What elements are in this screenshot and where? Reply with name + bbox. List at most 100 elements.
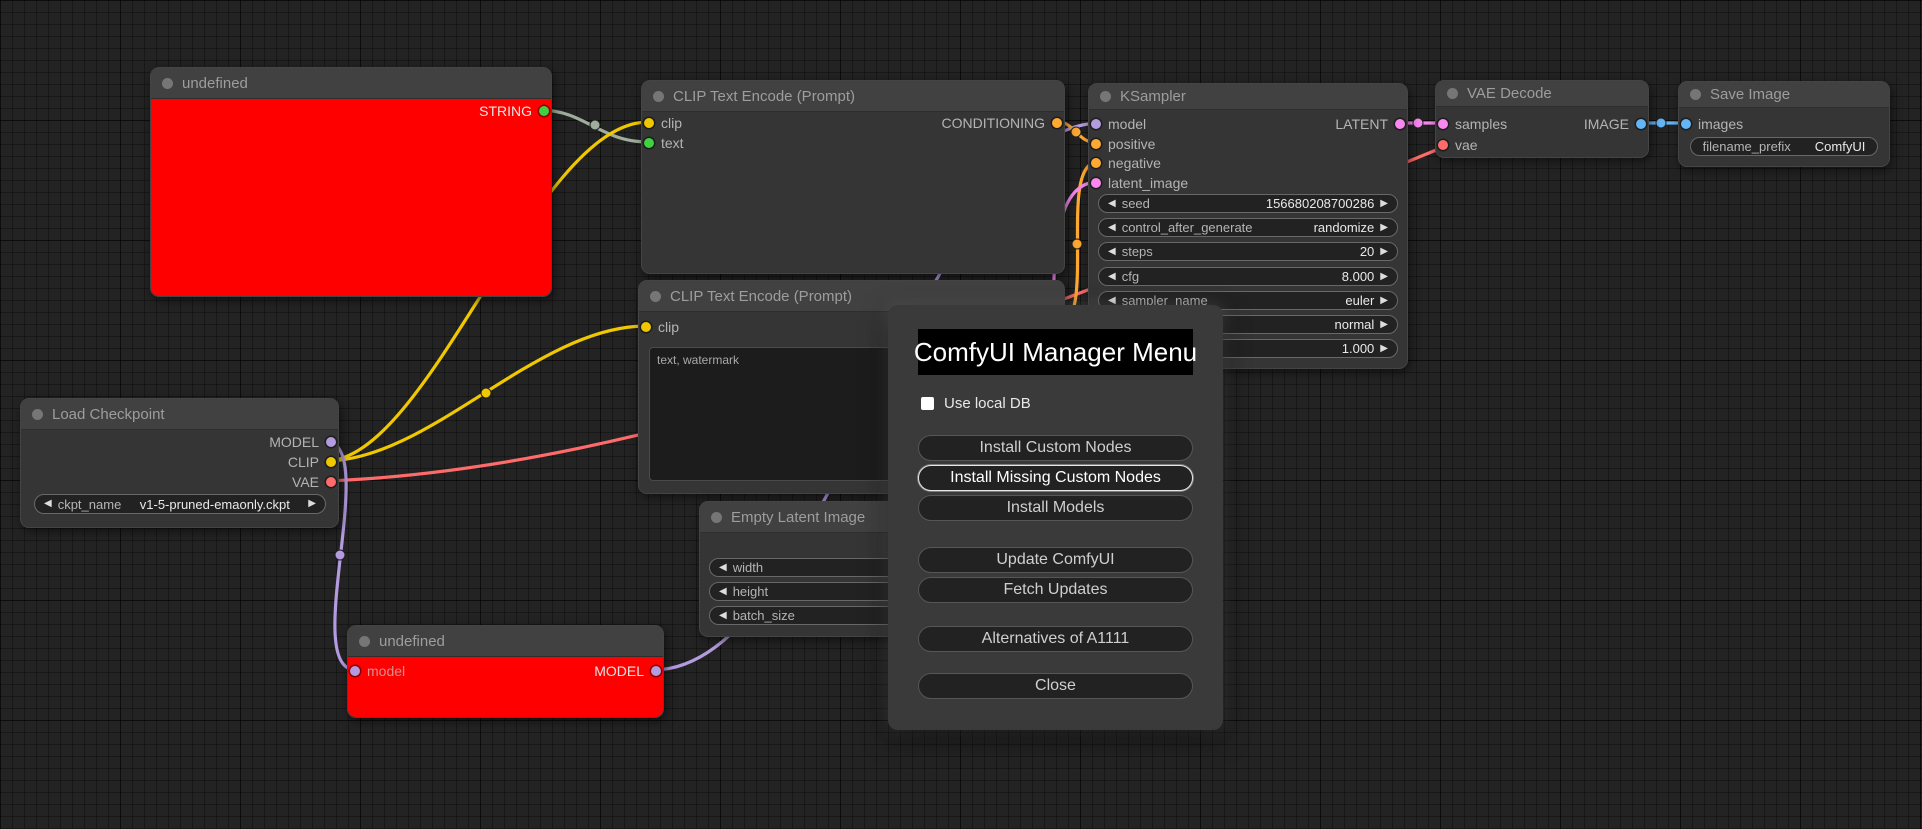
latent-port-dot[interactable] [1091, 178, 1101, 188]
string-port-dot[interactable] [644, 138, 654, 148]
node-title-bar[interactable]: Load Checkpoint [21, 399, 338, 430]
output-port-clip[interactable]: CLIP [288, 454, 336, 470]
arrow-left-icon[interactable]: ◀ [719, 609, 727, 621]
collapse-dot-icon[interactable] [653, 90, 664, 102]
widget-cfg[interactable]: ◀ cfg 8.000 ▶ [1098, 267, 1398, 286]
clip-port-dot[interactable] [326, 457, 336, 467]
input-port-vae[interactable]: vae [1438, 137, 1478, 153]
output-port-string[interactable]: STRING [479, 103, 549, 119]
conditioning-port-dot[interactable] [1052, 118, 1062, 128]
input-port-clip[interactable]: clip [641, 319, 679, 335]
input-port-negative[interactable]: negative [1091, 155, 1161, 171]
arrow-right-icon[interactable]: ▶ [1380, 342, 1388, 354]
node-title-bar[interactable]: KSampler [1089, 84, 1407, 110]
collapse-dot-icon[interactable] [1690, 89, 1701, 100]
input-port-images[interactable]: images [1681, 116, 1743, 132]
widget-ckpt-name[interactable]: ◀ ckpt_name v1-5-pruned-emaonly.ckpt ▶ [34, 494, 326, 514]
output-port-model[interactable]: MODEL [269, 434, 336, 450]
node-ksampler[interactable]: KSampler model positive negative latent_… [1088, 83, 1408, 369]
node-title-bar[interactable]: Save Image [1679, 82, 1889, 108]
node-load-checkpoint[interactable]: Load Checkpoint MODEL CLIP VAE ◀ ckpt_na… [20, 398, 339, 528]
arrow-right-icon[interactable]: ▶ [1380, 197, 1388, 209]
node-title-bar[interactable]: undefined [151, 68, 551, 99]
install-models-button[interactable]: Install Models [918, 495, 1193, 521]
input-port-clip[interactable]: clip [644, 115, 682, 131]
collapse-dot-icon[interactable] [711, 511, 722, 523]
install-missing-custom-nodes-button[interactable]: Install Missing Custom Nodes [918, 465, 1193, 491]
output-port-vae[interactable]: VAE [292, 474, 336, 490]
arrow-right-icon[interactable]: ▶ [1380, 221, 1388, 233]
input-port-latent-image[interactable]: latent_image [1091, 175, 1188, 191]
node-undefined-model[interactable]: undefined model MODEL [347, 625, 664, 718]
link-dot-clip2[interactable] [480, 387, 492, 399]
fetch-updates-button[interactable]: Fetch Updates [918, 577, 1193, 603]
node-vae-decode[interactable]: VAE Decode samples vae IMAGE [1435, 80, 1649, 158]
node-save-image[interactable]: Save Image images filename_prefix ComfyU… [1678, 81, 1890, 167]
vae-port-dot[interactable] [1438, 140, 1448, 150]
widget-control-after-generate[interactable]: ◀ control_after_generate randomize ▶ [1098, 218, 1398, 237]
model-port-dot[interactable] [326, 437, 336, 447]
latent-port-dot[interactable] [1395, 119, 1405, 129]
clip-port-dot[interactable] [641, 322, 651, 332]
input-port-text[interactable]: text [644, 135, 684, 151]
output-port-image[interactable]: IMAGE [1584, 116, 1646, 132]
arrow-left-icon[interactable]: ◀ [719, 585, 727, 597]
conditioning-port-dot[interactable] [1091, 158, 1101, 168]
node-undefined-string[interactable]: undefined STRING [150, 67, 552, 297]
node-title-bar[interactable]: VAE Decode [1436, 81, 1648, 107]
model-port-dot[interactable] [651, 666, 661, 676]
output-port-latent[interactable]: LATENT [1335, 116, 1405, 132]
collapse-dot-icon[interactable] [32, 408, 43, 420]
node-clip-text-encode-1[interactable]: CLIP Text Encode (Prompt) clip text COND… [641, 80, 1065, 274]
arrow-left-icon[interactable]: ◀ [1108, 245, 1116, 257]
model-port-dot[interactable] [1091, 119, 1101, 129]
input-port-samples[interactable]: samples [1438, 116, 1507, 132]
widget-seed[interactable]: ◀ seed 156680208700286 ▶ [1098, 194, 1398, 213]
image-port-dot[interactable] [1636, 119, 1646, 129]
collapse-dot-icon[interactable] [650, 290, 661, 302]
link-dot-string[interactable] [589, 119, 601, 131]
latent-port-dot[interactable] [1438, 119, 1448, 129]
link-dot-latent[interactable] [1412, 117, 1424, 129]
image-port-dot[interactable] [1681, 119, 1691, 129]
arrow-left-icon[interactable]: ◀ [1108, 221, 1116, 233]
link-dot-model1[interactable] [334, 549, 346, 561]
use-local-db-row[interactable]: Use local DB [921, 395, 1031, 412]
arrow-right-icon[interactable]: ▶ [1380, 318, 1388, 330]
collapse-dot-icon[interactable] [359, 635, 370, 647]
alternatives-of-a1111-button[interactable]: Alternatives of A1111 [918, 626, 1193, 652]
arrow-right-icon[interactable]: ▶ [308, 498, 316, 509]
node-title-bar[interactable]: CLIP Text Encode (Prompt) [642, 81, 1064, 112]
arrow-left-icon[interactable]: ◀ [719, 561, 727, 573]
arrow-right-icon[interactable]: ▶ [1380, 245, 1388, 257]
arrow-left-icon[interactable]: ◀ [1108, 270, 1116, 282]
link-dot-cond2[interactable] [1071, 238, 1083, 250]
arrow-right-icon[interactable]: ▶ [1380, 294, 1388, 306]
install-custom-nodes-button[interactable]: Install Custom Nodes [918, 435, 1193, 461]
close-button[interactable]: Close [918, 673, 1193, 699]
collapse-dot-icon[interactable] [162, 77, 173, 89]
arrow-left-icon[interactable]: ◀ [1108, 197, 1116, 209]
input-port-model[interactable]: model [1091, 116, 1146, 132]
string-port-dot[interactable] [539, 106, 549, 116]
use-local-db-checkbox[interactable] [921, 397, 934, 410]
output-port-conditioning[interactable]: CONDITIONING [942, 115, 1062, 131]
output-port-model[interactable]: MODEL [594, 663, 661, 679]
node-title-bar[interactable]: undefined [348, 626, 663, 657]
model-port-dot[interactable] [350, 666, 360, 676]
collapse-dot-icon[interactable] [1100, 91, 1111, 102]
vae-port-dot[interactable] [326, 477, 336, 487]
clip-port-dot[interactable] [644, 118, 654, 128]
collapse-dot-icon[interactable] [1447, 88, 1458, 99]
conditioning-port-dot[interactable] [1091, 139, 1101, 149]
input-port-positive[interactable]: positive [1091, 136, 1155, 152]
widget-value[interactable]: ComfyUI [1814, 139, 1866, 154]
arrow-left-icon[interactable]: ◀ [44, 498, 52, 509]
widget-filename-prefix[interactable]: filename_prefix ComfyUI [1690, 137, 1878, 156]
link-dot-image[interactable] [1655, 117, 1667, 129]
arrow-right-icon[interactable]: ▶ [1380, 270, 1388, 282]
node-title-bar[interactable]: CLIP Text Encode (Prompt) [639, 281, 1064, 312]
widget-steps[interactable]: ◀ steps 20 ▶ [1098, 242, 1398, 261]
link-dot-cond1[interactable] [1070, 126, 1082, 138]
